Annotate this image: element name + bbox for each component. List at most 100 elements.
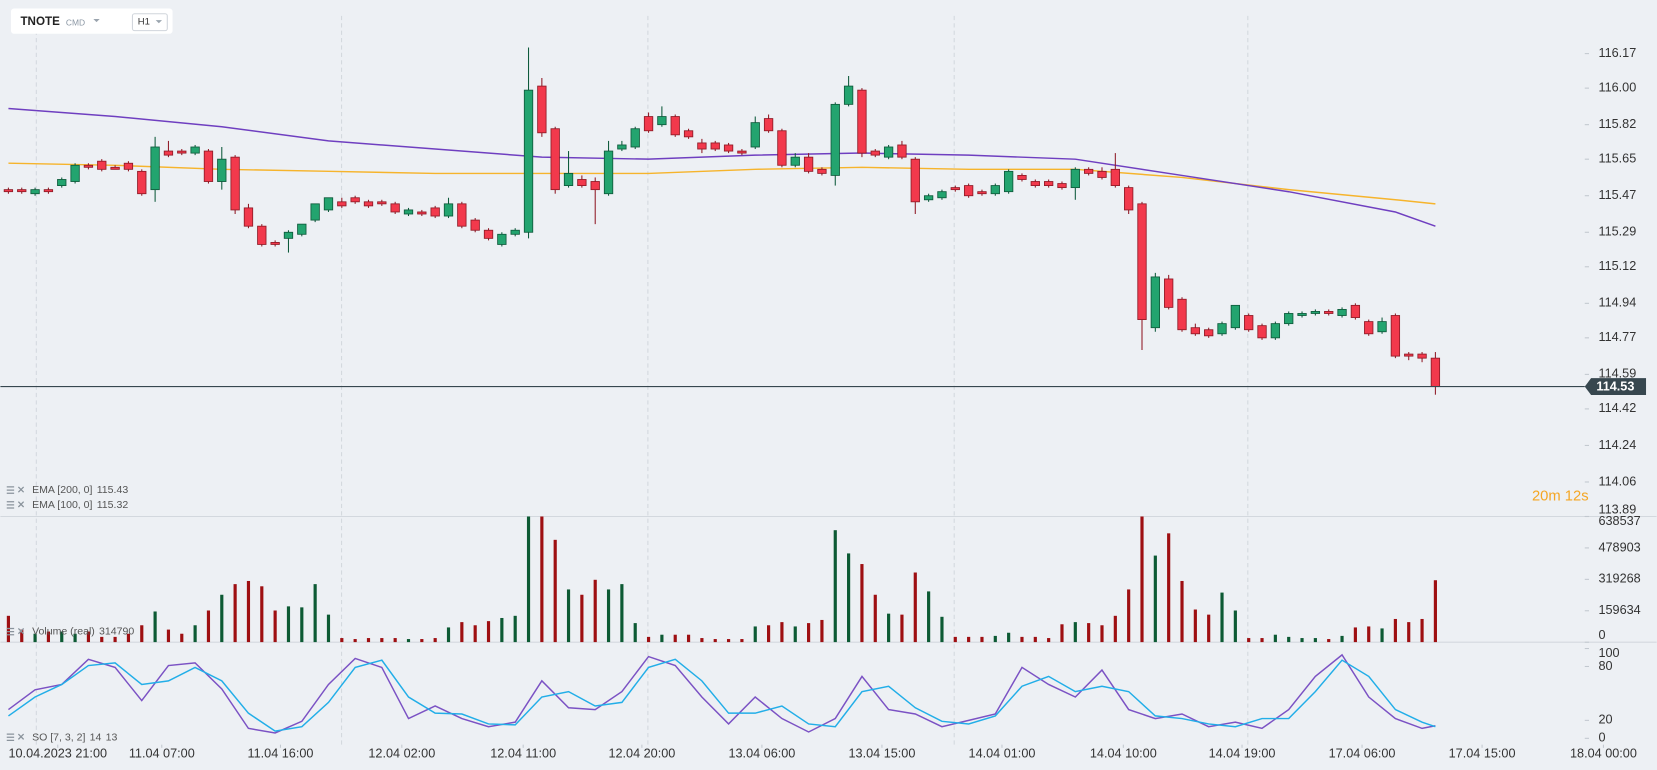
candle-body <box>1377 321 1387 333</box>
candle-body <box>683 130 694 138</box>
volume-bar <box>967 636 971 643</box>
volume-bar <box>1433 580 1437 643</box>
x-tick-label: 10.04.2023 21:00 <box>8 747 107 761</box>
legend-part: SO [7, 3, 2] <box>32 731 85 743</box>
candle-body <box>1244 315 1254 331</box>
candle-body <box>470 219 480 231</box>
volume-bar <box>660 634 664 643</box>
volume-bar <box>1180 580 1184 643</box>
candle-body <box>83 164 94 168</box>
candle-body <box>977 191 987 195</box>
x-tick-label: 11.04 16:00 <box>248 747 314 761</box>
candle-body <box>163 150 174 156</box>
candle-body <box>177 150 187 154</box>
volume-bar <box>20 629 24 643</box>
candle-body <box>857 89 867 154</box>
volume-bar <box>393 638 397 643</box>
x-tick-label: 11.04 07:00 <box>129 747 195 761</box>
legend-part: EMA [100, 0] <box>32 499 92 511</box>
volume-bar <box>486 621 491 643</box>
dropdown-arrow[interactable] <box>155 20 163 24</box>
y-tick-label: 116.17 <box>1599 46 1637 60</box>
volume-bar <box>726 639 731 643</box>
oscillator-line <box>8 658 1436 732</box>
volume-bar <box>686 634 691 643</box>
x-tick-label: 13.04 06:00 <box>728 747 795 761</box>
volume-bar <box>860 564 864 643</box>
volume-bar <box>460 622 464 643</box>
candle-body <box>3 189 14 193</box>
volume-bar <box>1247 638 1251 643</box>
legend-menu-icon[interactable] <box>6 501 15 509</box>
volume-bar <box>86 631 91 643</box>
volume-bar <box>113 636 117 643</box>
x-tick-label: 13.04 15:00 <box>849 747 916 761</box>
legend-close-icon[interactable] <box>17 501 25 508</box>
candle-body <box>203 150 214 182</box>
volume-bar <box>766 625 771 643</box>
candle-body <box>1390 315 1401 357</box>
volume-bar <box>713 639 717 643</box>
legend-menu-icon[interactable] <box>6 486 15 494</box>
candle-body <box>17 189 27 193</box>
legend-part: 314790 <box>99 625 134 637</box>
volume-bar <box>473 625 477 643</box>
legend-menu-icon[interactable] <box>6 627 15 636</box>
volume-bar <box>900 614 904 643</box>
volume-bar <box>700 638 704 643</box>
candle-body <box>670 116 680 136</box>
volume-bar <box>1087 623 1091 643</box>
indicator-legend: Volume (real) 314790 <box>32 625 134 637</box>
volume-bar <box>60 631 64 643</box>
x-tick-label: 12.04 02:00 <box>368 747 435 761</box>
volume-bar <box>433 638 437 643</box>
volume-bar <box>913 572 917 643</box>
candle-body <box>737 150 747 154</box>
y-tick-label: 114.24 <box>1599 438 1637 452</box>
candle-body <box>897 144 907 158</box>
candle-body <box>1057 183 1067 189</box>
legend-close-icon[interactable] <box>17 628 25 635</box>
candle-body <box>1257 325 1267 339</box>
symbol-box: TNOTE CMD H1 <box>10 8 173 34</box>
legend-close-icon[interactable] <box>17 733 25 740</box>
candle-body <box>950 187 960 191</box>
last-price-label: 114.53 <box>1596 379 1634 393</box>
candle-body <box>1017 175 1027 180</box>
x-tick-label: 14.04 19:00 <box>1209 747 1276 761</box>
x-tick-label: 18.04 00:00 <box>1570 747 1637 761</box>
candle-body <box>697 142 707 150</box>
volume-bar <box>606 589 611 643</box>
y-tick-label: 478903 <box>1599 540 1641 554</box>
candle-body <box>297 223 307 235</box>
candle-body <box>1417 353 1427 359</box>
volume-bar <box>353 639 357 643</box>
volume-bar <box>1167 533 1171 643</box>
candle-body <box>30 189 40 195</box>
volume-bar <box>980 636 984 643</box>
volume-bar <box>100 636 104 643</box>
legend-close-icon[interactable] <box>17 486 25 493</box>
volume-bar <box>1260 638 1264 643</box>
timeframe-select[interactable] <box>131 13 168 32</box>
y-tick-label: 115.47 <box>1599 188 1637 202</box>
legend-menu-icon[interactable] <box>6 733 15 742</box>
candle-body <box>990 185 1000 195</box>
candle-body <box>817 168 827 174</box>
volume-bar <box>380 638 384 643</box>
volume-bar <box>1127 589 1131 643</box>
dropdown-arrow[interactable] <box>93 19 100 23</box>
candle-body <box>550 128 560 191</box>
candle-body <box>1430 357 1441 387</box>
volume-bar <box>847 553 851 643</box>
volume-bar <box>927 591 931 643</box>
candle-body <box>1043 181 1054 186</box>
candle-body <box>57 179 67 186</box>
candle-body <box>883 146 894 158</box>
candle-body <box>310 203 320 221</box>
candle-body <box>363 201 374 207</box>
candle-body <box>1270 323 1281 339</box>
volume-panel <box>6 516 1437 643</box>
